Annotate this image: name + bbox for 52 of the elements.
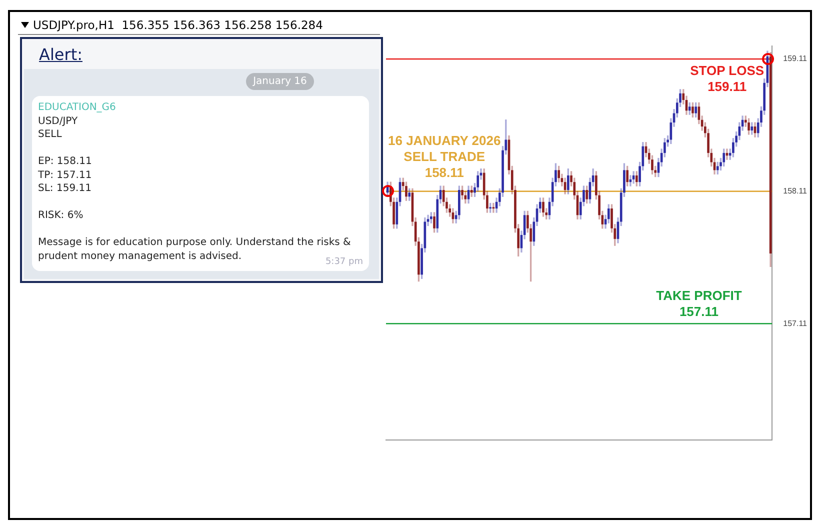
candlestick [570, 171, 572, 186]
ref-line-label: STOP LOSS 159.11 [690, 63, 764, 96]
text: RISK: 6% [38, 209, 84, 222]
candlestick [530, 224, 532, 282]
candlestick [420, 244, 423, 279]
candlestick [732, 138, 734, 158]
candlestick [748, 118, 750, 135]
candlestick [598, 190, 600, 220]
candlestick [664, 138, 666, 158]
text: 5:37 pm [325, 256, 363, 268]
ref-line-label: TAKE PROFIT 157.11 [656, 288, 742, 320]
text: EP: 158.11 [38, 155, 93, 168]
candlestick [666, 135, 669, 147]
candlestick [638, 162, 641, 186]
candlestick [692, 102, 694, 118]
candlestick [595, 171, 598, 200]
ref-line-label: 16 JANUARY 2026 SELL TRADE 158.11 [388, 133, 501, 182]
candlestick [502, 146, 504, 197]
candlestick [492, 202, 495, 213]
candlestick [760, 106, 762, 127]
candlestick [392, 198, 395, 229]
candlestick [418, 237, 420, 282]
text: Alert: [39, 45, 82, 64]
candlestick [735, 131, 738, 147]
candlestick [610, 204, 613, 233]
text: TP: 157.11 [38, 168, 93, 182]
candlestick [542, 198, 544, 217]
candlestick [679, 89, 682, 107]
y-tick-label: 158.11 [783, 186, 808, 196]
candlestick [651, 155, 654, 174]
candlestick [433, 212, 436, 233]
text: USDJPY.pro,H1 156.355 156.363 156.258 156.284 [33, 18, 323, 32]
candlestick [486, 190, 488, 213]
candlestick [707, 128, 710, 158]
y-tick-label: 157.11 [783, 318, 808, 328]
candlestick [489, 202, 492, 213]
candlestick [582, 186, 585, 206]
candlestick [554, 163, 557, 186]
candlestick [526, 210, 529, 233]
text: USD/JPY [38, 114, 79, 128]
text: SL: 159.11 [38, 182, 92, 196]
candlestick [474, 183, 476, 197]
y-tick-label: 159.11 [783, 54, 808, 64]
candlestick [446, 198, 448, 213]
candlestick [514, 186, 516, 233]
text: January 16 [246, 73, 314, 90]
candlestick [461, 186, 464, 200]
candlestick [623, 163, 626, 197]
text: SELL [38, 128, 63, 142]
candlestick [405, 182, 408, 201]
text: EDUCATION_G6 [38, 101, 117, 114]
candlestick [720, 158, 722, 170]
